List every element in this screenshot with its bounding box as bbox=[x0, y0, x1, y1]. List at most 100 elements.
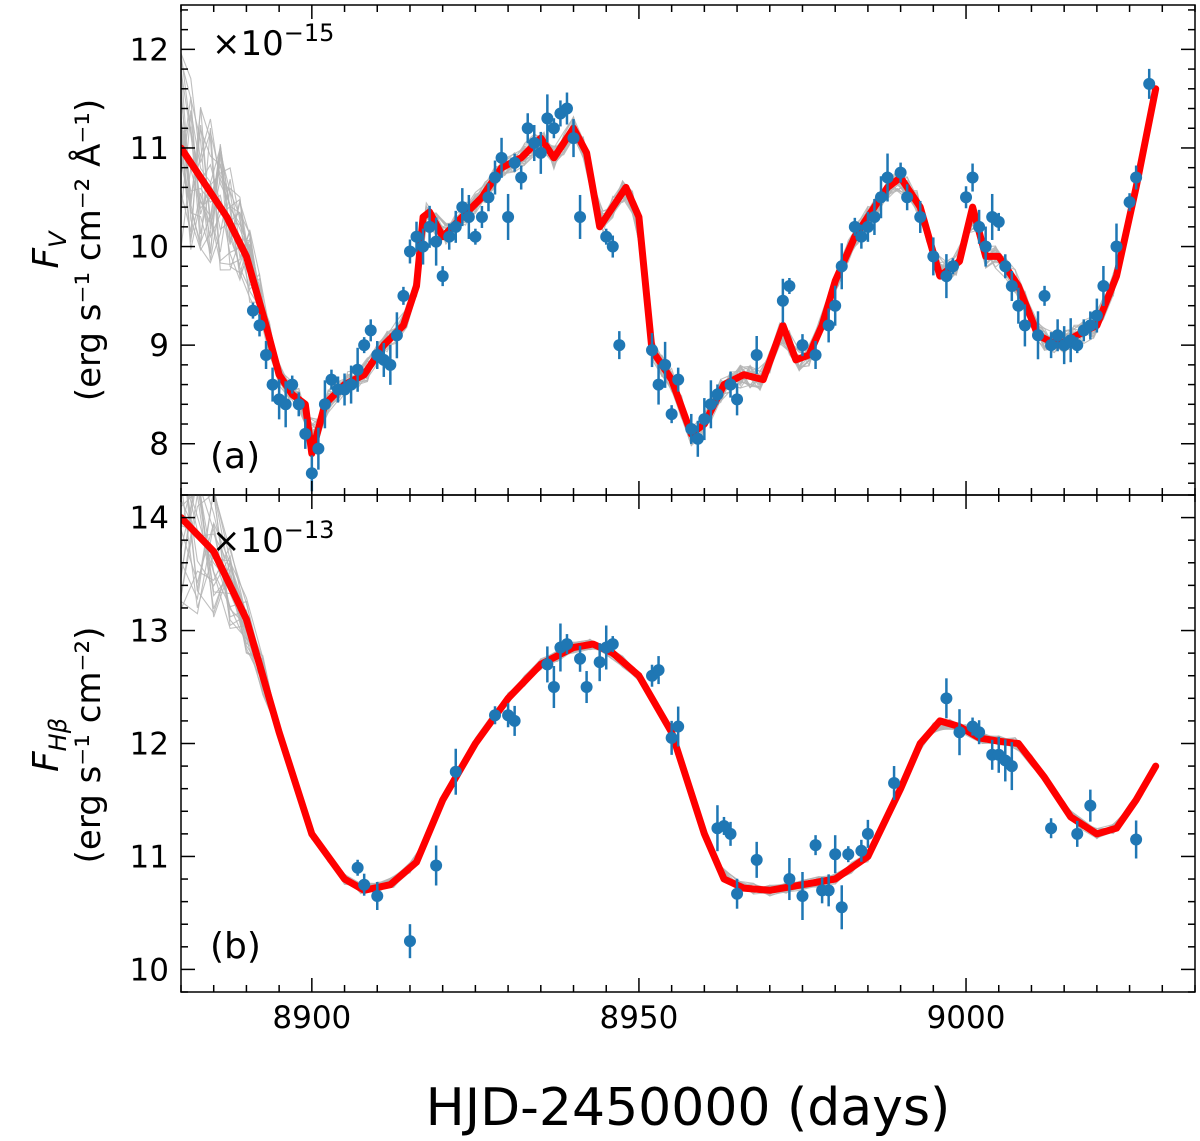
a-data-point bbox=[822, 319, 835, 332]
b-data-point bbox=[750, 853, 763, 866]
a-data-point bbox=[979, 240, 992, 253]
b-data-point bbox=[665, 731, 678, 744]
b-y-tick-label: 10 bbox=[130, 952, 169, 988]
a-data-point bbox=[266, 378, 279, 391]
b-axes-frame bbox=[180, 494, 1196, 993]
a-data-point bbox=[462, 210, 475, 223]
a-data-point bbox=[1031, 329, 1044, 342]
a-data-point bbox=[855, 230, 868, 243]
b-data-point bbox=[1005, 760, 1018, 773]
a-data-point bbox=[574, 210, 587, 223]
b-data-point bbox=[351, 861, 364, 874]
b-realization-line bbox=[187, 495, 1147, 894]
b-data-point bbox=[861, 827, 874, 840]
b-ylabel: FHβ bbox=[26, 718, 72, 772]
a-data-point bbox=[1110, 240, 1123, 253]
b-data-point bbox=[973, 726, 986, 739]
svg-text:FV: FV bbox=[26, 230, 72, 269]
svg-text:(erg s⁻¹ cm⁻² Å⁻¹): (erg s⁻¹ cm⁻² Å⁻¹) bbox=[68, 99, 109, 401]
a-data-point bbox=[1005, 279, 1018, 292]
b-data-point bbox=[560, 638, 573, 651]
b-y-tick-label: 14 bbox=[130, 501, 169, 537]
a-data-point bbox=[567, 132, 580, 145]
a-data-point bbox=[1143, 77, 1156, 90]
b-data-point bbox=[541, 658, 554, 671]
a-data-point bbox=[318, 398, 331, 411]
x-tick-label: 9000 bbox=[927, 1000, 1006, 1036]
a-data-point bbox=[927, 250, 940, 263]
a-data-point bbox=[403, 245, 416, 258]
a-data-point bbox=[829, 299, 842, 312]
a-data-point bbox=[1123, 196, 1136, 209]
a-data-point bbox=[1012, 299, 1025, 312]
a-data-point bbox=[652, 378, 665, 391]
a-data-point bbox=[861, 220, 874, 233]
b-data-point bbox=[489, 709, 502, 722]
a-data-point bbox=[940, 270, 953, 283]
a-data-point bbox=[528, 137, 541, 150]
a-data-points bbox=[246, 68, 1156, 492]
a-data-point bbox=[665, 408, 678, 421]
a-data-point bbox=[384, 358, 397, 371]
a-data-point bbox=[1045, 339, 1058, 352]
a-data-point bbox=[482, 191, 495, 204]
b-data-point bbox=[1130, 833, 1143, 846]
a-data-point bbox=[659, 358, 672, 371]
b-realization-line bbox=[181, 521, 1147, 897]
a-data-point bbox=[423, 220, 436, 233]
b-axis-ticks: 10 11 12 13 14 bbox=[130, 494, 1196, 993]
b-realization-line bbox=[181, 495, 1147, 894]
x-tick-label: 8900 bbox=[272, 1000, 351, 1036]
a-data-point bbox=[835, 260, 848, 273]
b-model-line bbox=[181, 514, 1160, 894]
a-data-point bbox=[796, 339, 809, 352]
a-data-point bbox=[417, 240, 430, 253]
b-data-point bbox=[547, 681, 560, 694]
a-data-point bbox=[1097, 279, 1110, 292]
a-y-tick-label: 12 bbox=[130, 32, 169, 68]
b-realization-line bbox=[181, 495, 1147, 896]
b-data-point bbox=[1045, 822, 1058, 835]
panel-a: 8 9 10 11 12 ×10−15 (a) FV (erg s⁻¹ cm⁻² Å⁻¹… bbox=[26, 4, 1196, 496]
a-data-point bbox=[894, 166, 907, 179]
b-data-point bbox=[940, 692, 953, 705]
a-data-point bbox=[1018, 319, 1031, 332]
a-data-point bbox=[999, 260, 1012, 273]
b-data-point bbox=[593, 656, 606, 669]
a-ylabel-unit: (erg s⁻¹ cm⁻² Å⁻¹) bbox=[68, 99, 109, 401]
a-data-point bbox=[449, 220, 462, 233]
a-data-point bbox=[809, 349, 822, 361]
a-data-point bbox=[508, 156, 521, 169]
a-data-point bbox=[560, 102, 573, 115]
x-tick-labels: 8900 8950 9000 bbox=[272, 1000, 1005, 1036]
a-data-point bbox=[711, 388, 724, 401]
a-data-point bbox=[475, 210, 488, 223]
a-data-point bbox=[992, 215, 1005, 228]
b-realization-line bbox=[182, 495, 1147, 895]
b-data-point bbox=[842, 848, 855, 861]
b-model-curve bbox=[181, 514, 1160, 894]
b-data-point bbox=[371, 889, 384, 902]
b-data-point bbox=[829, 848, 842, 861]
a-data-point bbox=[325, 373, 338, 386]
a-data-point bbox=[351, 363, 364, 376]
a-data-point bbox=[456, 201, 469, 214]
a-data-point bbox=[345, 378, 358, 391]
a-data-point bbox=[901, 191, 914, 204]
a-data-point bbox=[279, 398, 292, 411]
b-data-point bbox=[855, 844, 868, 857]
a-data-point bbox=[783, 279, 796, 292]
x-axis-label: HJD-2450000 (days) bbox=[426, 1078, 951, 1138]
b-y-tick-label: 11 bbox=[130, 839, 169, 875]
b-data-point bbox=[652, 664, 665, 677]
b-data-point bbox=[783, 873, 796, 886]
b-data-point bbox=[888, 777, 901, 790]
b-exponent-label: ×10−13 bbox=[212, 516, 334, 561]
b-data-point bbox=[672, 720, 685, 733]
a-axis-ticks: 8 9 10 11 12 bbox=[130, 5, 1196, 495]
b-data-point bbox=[1084, 799, 1097, 812]
b-realization-line bbox=[181, 495, 1147, 891]
a-data-point bbox=[253, 319, 266, 332]
a-data-point bbox=[685, 422, 698, 435]
x-tick-label: 8950 bbox=[599, 1000, 678, 1036]
